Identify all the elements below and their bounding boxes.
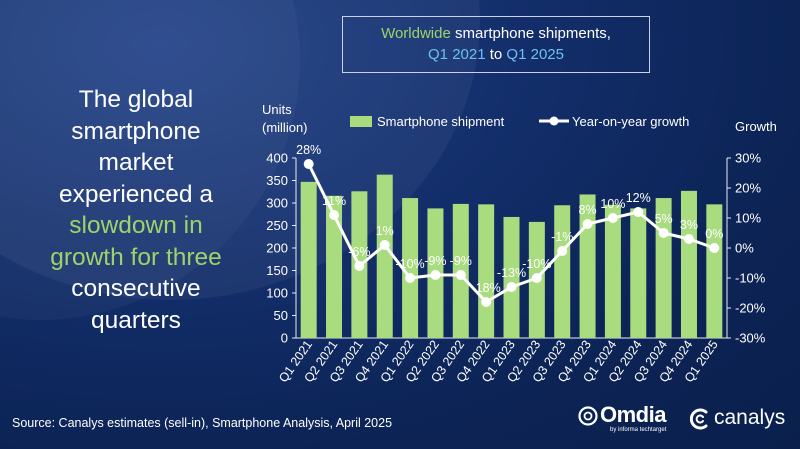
y-axis-title-right: Growth (735, 119, 777, 134)
y-tick-label-right: 30% (735, 151, 761, 166)
growth-data-label: -9% (450, 254, 472, 268)
bar (680, 190, 697, 338)
y-tick-label-left: 50 (274, 308, 288, 323)
bar (604, 204, 621, 338)
canalys-wordmark: canalys (714, 406, 786, 429)
growth-point (354, 261, 365, 271)
growth-data-label: 28% (296, 143, 321, 157)
growth-data-label: 1% (376, 224, 394, 238)
title-text: smartphone shipments, (450, 25, 611, 42)
growth-point (303, 159, 314, 169)
growth-point (531, 273, 542, 283)
growth-data-label: -13% (497, 266, 526, 280)
y-tick-label-right: -10% (735, 271, 766, 286)
title-highlight: Worldwide (381, 25, 451, 42)
y-tick-label-left: 200 (266, 241, 288, 256)
growth-point (405, 273, 416, 283)
growth-point (683, 234, 694, 244)
y-tick-label-left: 300 (266, 196, 288, 211)
chart-title-box: Worldwide smartphone shipments, Q1 2021 … (342, 16, 650, 73)
growth-point (455, 270, 466, 280)
growth-point (506, 282, 517, 292)
growth-point (709, 243, 720, 253)
legend-label-line: Year-on-year growth (572, 114, 689, 129)
y-tick-label-left: 0 (281, 331, 288, 346)
y-tick-label-right: 0% (735, 241, 754, 256)
headline-line: smartphone (71, 117, 201, 145)
bar (326, 195, 343, 338)
headline-highlight: slowdown in (69, 212, 203, 239)
y-axis-title-left: Units (262, 102, 292, 117)
growth-data-label: -18% (472, 281, 501, 295)
source-note: Source: Canalys estimates (sell-in), Sma… (12, 416, 393, 430)
bar (402, 198, 419, 338)
headline-line: quarters (91, 306, 181, 334)
y-tick-label-left: 150 (266, 263, 288, 278)
y-tick-label-left: 400 (266, 151, 288, 166)
canalys-logo-mark (690, 408, 708, 430)
headline: The global smartphone market experienced… (28, 84, 244, 336)
growth-point (607, 213, 618, 223)
title-period-end: Q1 2025 (506, 46, 564, 63)
growth-point (582, 219, 593, 229)
legend-label-bar: Smartphone shipment (377, 114, 505, 129)
bar (300, 181, 317, 338)
growth-point (379, 240, 390, 250)
headline-line: experienced a (59, 180, 213, 208)
bar (554, 205, 571, 338)
y-tick-label-left: 350 (266, 173, 288, 188)
omdia-subtitle: by informa techtarget (610, 427, 667, 433)
y-tick-label-left: 100 (266, 286, 288, 301)
headline-highlight: growth for three (50, 243, 222, 271)
growth-point (658, 228, 669, 238)
growth-data-label: -10% (522, 257, 551, 271)
growth-data-label: 5% (655, 212, 673, 226)
growth-data-label: -6% (348, 245, 370, 259)
growth-data-label: 0% (705, 227, 723, 241)
title-period-start: Q1 2021 (428, 46, 486, 63)
growth-point (329, 210, 340, 220)
growth-data-label: 8% (579, 203, 597, 217)
growth-data-label: 3% (680, 218, 698, 232)
headline-line: The global (78, 86, 194, 113)
growth-data-label: -10% (395, 257, 424, 271)
omdia-logo-mark (578, 406, 598, 426)
chart-title-line1: Worldwide smartphone shipments, (343, 23, 649, 44)
y-tick-label-right: -20% (735, 301, 766, 316)
growth-point (557, 246, 568, 256)
y-tick-label-right: 10% (735, 211, 761, 226)
bar (630, 208, 647, 338)
omdia-wordmark: Omdia (600, 402, 666, 427)
title-text: to (485, 46, 507, 63)
headline-line: market (98, 149, 174, 176)
growth-point (481, 297, 492, 307)
headline-line: consecutive (71, 275, 201, 302)
growth-data-label: 11% (322, 194, 346, 208)
legend-swatch-bar (350, 116, 372, 127)
y-axis-title-left: (million) (262, 120, 308, 135)
bar (503, 216, 520, 338)
growth-data-label: -1% (551, 230, 573, 244)
growth-data-label: 10% (600, 197, 625, 211)
growth-point (430, 270, 441, 280)
y-tick-label-right: -30% (735, 331, 766, 346)
bar (706, 204, 723, 338)
legend-swatch-marker (549, 116, 559, 126)
bar (376, 174, 393, 338)
y-tick-label-right: 20% (735, 181, 761, 196)
bar (478, 204, 495, 338)
growth-point (633, 207, 644, 217)
chart-title-line2: Q1 2021 to Q1 2025 (343, 44, 649, 65)
growth-data-label: -9% (424, 254, 446, 268)
y-tick-label-left: 250 (266, 218, 288, 233)
growth-data-label: 12% (626, 191, 651, 205)
